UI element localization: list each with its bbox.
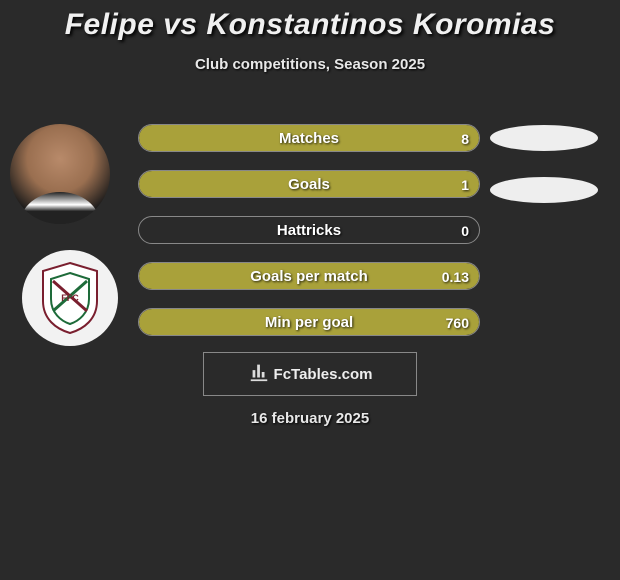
club-crest-avatar: FFC [22,250,118,346]
page-title: Felipe vs Konstantinos Koromias [0,0,620,42]
date-text: 16 february 2025 [0,410,620,427]
stat-value: 0 [461,217,469,244]
stat-rows: Matches 8 Goals 1 Hattricks 0 Goals per … [138,124,480,354]
stat-label: Matches [139,125,479,152]
stat-row-goals: Goals 1 [138,170,480,198]
stat-value: 760 [446,309,469,336]
comparison-pill [490,177,598,203]
comparison-pill [490,125,598,151]
stat-row-hattricks: Hattricks 0 [138,216,480,244]
stat-row-gpm: Goals per match 0.13 [138,262,480,290]
stat-value: 8 [461,125,469,152]
brand-text: FcTables.com [274,366,373,383]
stat-label: Hattricks [139,217,479,244]
stat-row-mpg: Min per goal 760 [138,308,480,336]
stat-label: Min per goal [139,309,479,336]
stat-value: 0.13 [442,263,469,290]
stat-label: Goals [139,171,479,198]
bar-chart-icon [248,361,270,388]
stat-value: 1 [461,171,469,198]
player-avatar [10,124,110,224]
club-crest-icon: FFC [39,261,101,335]
svg-text:FFC: FFC [61,293,79,303]
stat-row-matches: Matches 8 [138,124,480,152]
brand-box[interactable]: FcTables.com [203,352,417,396]
stat-label: Goals per match [139,263,479,290]
subtitle: Club competitions, Season 2025 [0,56,620,73]
